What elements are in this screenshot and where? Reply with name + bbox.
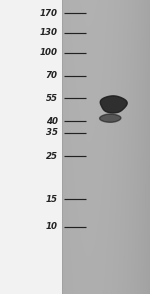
Polygon shape	[100, 114, 121, 122]
Text: 15: 15	[46, 195, 58, 204]
Polygon shape	[100, 96, 127, 113]
Text: 40: 40	[46, 117, 58, 126]
Text: 170: 170	[40, 9, 58, 18]
Text: 35: 35	[46, 128, 58, 137]
Text: 25: 25	[46, 152, 58, 161]
Text: 100: 100	[40, 49, 58, 57]
Text: 70: 70	[46, 71, 58, 80]
Text: 55: 55	[46, 94, 58, 103]
Text: 10: 10	[46, 223, 58, 231]
Text: 130: 130	[40, 29, 58, 37]
